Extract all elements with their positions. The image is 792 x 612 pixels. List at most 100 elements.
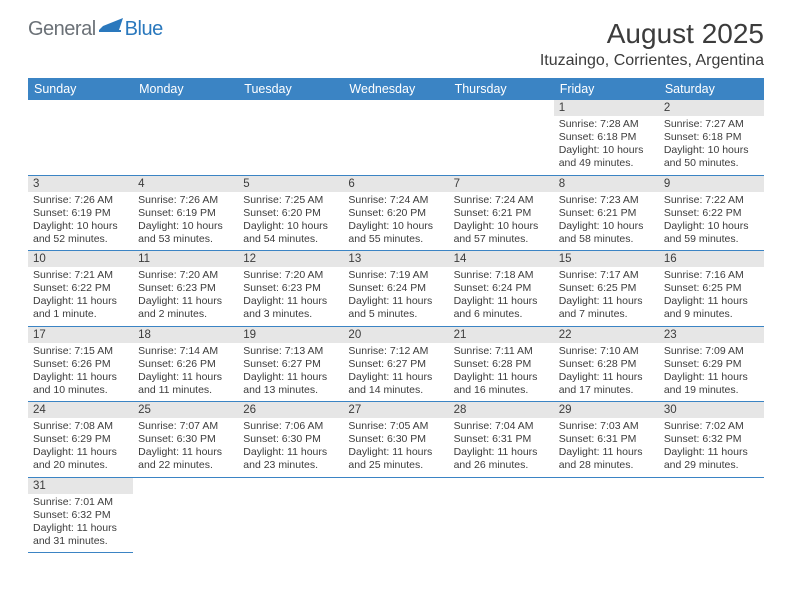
day-cell: 8Sunrise: 7:23 AMSunset: 6:21 PMDaylight… — [554, 176, 659, 252]
daylight-text: Daylight: 11 hours and 7 minutes. — [559, 295, 654, 321]
day-number: 15 — [554, 251, 659, 267]
sunset-text: Sunset: 6:32 PM — [664, 433, 759, 446]
sunset-text: Sunset: 6:25 PM — [664, 282, 759, 295]
day-number: 14 — [449, 251, 554, 267]
daylight-text: Daylight: 11 hours and 17 minutes. — [559, 371, 654, 397]
day-details: Sunrise: 7:18 AMSunset: 6:24 PMDaylight:… — [449, 267, 554, 326]
daylight-text: Daylight: 11 hours and 5 minutes. — [348, 295, 443, 321]
day-cell: 6Sunrise: 7:24 AMSunset: 6:20 PMDaylight… — [343, 176, 448, 252]
week-row: 31Sunrise: 7:01 AMSunset: 6:32 PMDayligh… — [28, 478, 764, 554]
dow-sat: Saturday — [659, 78, 764, 100]
daylight-text: Daylight: 10 hours and 55 minutes. — [348, 220, 443, 246]
day-number: 28 — [449, 402, 554, 418]
day-cell: 28Sunrise: 7:04 AMSunset: 6:31 PMDayligh… — [449, 402, 554, 478]
day-details: Sunrise: 7:20 AMSunset: 6:23 PMDaylight:… — [133, 267, 238, 326]
sunrise-text: Sunrise: 7:10 AM — [559, 345, 654, 358]
sunrise-text: Sunrise: 7:22 AM — [664, 194, 759, 207]
day-number: 27 — [343, 402, 448, 418]
title-block: August 2025 Ituzaingo, Corrientes, Argen… — [540, 18, 764, 70]
week-row: 10Sunrise: 7:21 AMSunset: 6:22 PMDayligh… — [28, 251, 764, 327]
day-details: Sunrise: 7:24 AMSunset: 6:21 PMDaylight:… — [449, 192, 554, 251]
day-cell: 22Sunrise: 7:10 AMSunset: 6:28 PMDayligh… — [554, 327, 659, 403]
daylight-text: Daylight: 11 hours and 3 minutes. — [243, 295, 338, 321]
day-details: Sunrise: 7:01 AMSunset: 6:32 PMDaylight:… — [28, 494, 133, 553]
day-number: 1 — [554, 100, 659, 116]
daylight-text: Daylight: 10 hours and 49 minutes. — [559, 144, 654, 170]
week-row: 3Sunrise: 7:26 AMSunset: 6:19 PMDaylight… — [28, 176, 764, 252]
day-number: 24 — [28, 402, 133, 418]
dow-wed: Wednesday — [343, 78, 448, 100]
day-number: 3 — [28, 176, 133, 192]
day-details: Sunrise: 7:03 AMSunset: 6:31 PMDaylight:… — [554, 418, 659, 477]
sunset-text: Sunset: 6:30 PM — [243, 433, 338, 446]
day-cell: 16Sunrise: 7:16 AMSunset: 6:25 PMDayligh… — [659, 251, 764, 327]
sunrise-text: Sunrise: 7:09 AM — [664, 345, 759, 358]
sunset-text: Sunset: 6:25 PM — [559, 282, 654, 295]
location: Ituzaingo, Corrientes, Argentina — [540, 52, 764, 70]
day-cell: 20Sunrise: 7:12 AMSunset: 6:27 PMDayligh… — [343, 327, 448, 403]
day-cell: 7Sunrise: 7:24 AMSunset: 6:21 PMDaylight… — [449, 176, 554, 252]
sunset-text: Sunset: 6:23 PM — [243, 282, 338, 295]
sunrise-text: Sunrise: 7:04 AM — [454, 420, 549, 433]
dow-thu: Thursday — [449, 78, 554, 100]
day-cell: 26Sunrise: 7:06 AMSunset: 6:30 PMDayligh… — [238, 402, 343, 478]
day-cell — [449, 478, 554, 554]
sunrise-text: Sunrise: 7:14 AM — [138, 345, 233, 358]
sunrise-text: Sunrise: 7:03 AM — [559, 420, 654, 433]
sunrise-text: Sunrise: 7:26 AM — [138, 194, 233, 207]
day-details: Sunrise: 7:26 AMSunset: 6:19 PMDaylight:… — [28, 192, 133, 251]
day-cell: 13Sunrise: 7:19 AMSunset: 6:24 PMDayligh… — [343, 251, 448, 327]
daylight-text: Daylight: 10 hours and 57 minutes. — [454, 220, 549, 246]
sunset-text: Sunset: 6:23 PM — [138, 282, 233, 295]
day-details: Sunrise: 7:15 AMSunset: 6:26 PMDaylight:… — [28, 343, 133, 402]
day-details: Sunrise: 7:26 AMSunset: 6:19 PMDaylight:… — [133, 192, 238, 251]
day-cell — [238, 478, 343, 554]
day-cell: 3Sunrise: 7:26 AMSunset: 6:19 PMDaylight… — [28, 176, 133, 252]
sunrise-text: Sunrise: 7:20 AM — [243, 269, 338, 282]
daylight-text: Daylight: 11 hours and 22 minutes. — [138, 446, 233, 472]
day-details: Sunrise: 7:09 AMSunset: 6:29 PMDaylight:… — [659, 343, 764, 402]
day-details: Sunrise: 7:16 AMSunset: 6:25 PMDaylight:… — [659, 267, 764, 326]
day-details: Sunrise: 7:27 AMSunset: 6:18 PMDaylight:… — [659, 116, 764, 175]
day-number: 19 — [238, 327, 343, 343]
sunset-text: Sunset: 6:28 PM — [559, 358, 654, 371]
sunrise-text: Sunrise: 7:06 AM — [243, 420, 338, 433]
day-number: 16 — [659, 251, 764, 267]
weeks-container: 1Sunrise: 7:28 AMSunset: 6:18 PMDaylight… — [28, 100, 764, 553]
daylight-text: Daylight: 11 hours and 2 minutes. — [138, 295, 233, 321]
day-cell: 24Sunrise: 7:08 AMSunset: 6:29 PMDayligh… — [28, 402, 133, 478]
day-details: Sunrise: 7:20 AMSunset: 6:23 PMDaylight:… — [238, 267, 343, 326]
day-cell — [133, 100, 238, 176]
sunset-text: Sunset: 6:20 PM — [243, 207, 338, 220]
sunset-text: Sunset: 6:31 PM — [454, 433, 549, 446]
sunrise-text: Sunrise: 7:11 AM — [454, 345, 549, 358]
day-cell: 31Sunrise: 7:01 AMSunset: 6:32 PMDayligh… — [28, 478, 133, 554]
sunset-text: Sunset: 6:21 PM — [454, 207, 549, 220]
day-cell — [343, 478, 448, 554]
day-details: Sunrise: 7:13 AMSunset: 6:27 PMDaylight:… — [238, 343, 343, 402]
sunset-text: Sunset: 6:20 PM — [348, 207, 443, 220]
day-cell: 5Sunrise: 7:25 AMSunset: 6:20 PMDaylight… — [238, 176, 343, 252]
sunset-text: Sunset: 6:21 PM — [559, 207, 654, 220]
sunrise-text: Sunrise: 7:15 AM — [33, 345, 128, 358]
daylight-text: Daylight: 11 hours and 11 minutes. — [138, 371, 233, 397]
sunrise-text: Sunrise: 7:12 AM — [348, 345, 443, 358]
day-cell: 21Sunrise: 7:11 AMSunset: 6:28 PMDayligh… — [449, 327, 554, 403]
day-number: 31 — [28, 478, 133, 494]
daylight-text: Daylight: 11 hours and 19 minutes. — [664, 371, 759, 397]
week-row: 24Sunrise: 7:08 AMSunset: 6:29 PMDayligh… — [28, 402, 764, 478]
day-number: 4 — [133, 176, 238, 192]
day-cell: 25Sunrise: 7:07 AMSunset: 6:30 PMDayligh… — [133, 402, 238, 478]
sunset-text: Sunset: 6:30 PM — [348, 433, 443, 446]
day-cell: 9Sunrise: 7:22 AMSunset: 6:22 PMDaylight… — [659, 176, 764, 252]
day-cell: 4Sunrise: 7:26 AMSunset: 6:19 PMDaylight… — [133, 176, 238, 252]
day-cell: 2Sunrise: 7:27 AMSunset: 6:18 PMDaylight… — [659, 100, 764, 176]
day-cell — [238, 100, 343, 176]
dow-sun: Sunday — [28, 78, 133, 100]
sunset-text: Sunset: 6:29 PM — [664, 358, 759, 371]
day-details: Sunrise: 7:19 AMSunset: 6:24 PMDaylight:… — [343, 267, 448, 326]
day-number: 23 — [659, 327, 764, 343]
day-number: 26 — [238, 402, 343, 418]
sunrise-text: Sunrise: 7:18 AM — [454, 269, 549, 282]
sunrise-text: Sunrise: 7:21 AM — [33, 269, 128, 282]
